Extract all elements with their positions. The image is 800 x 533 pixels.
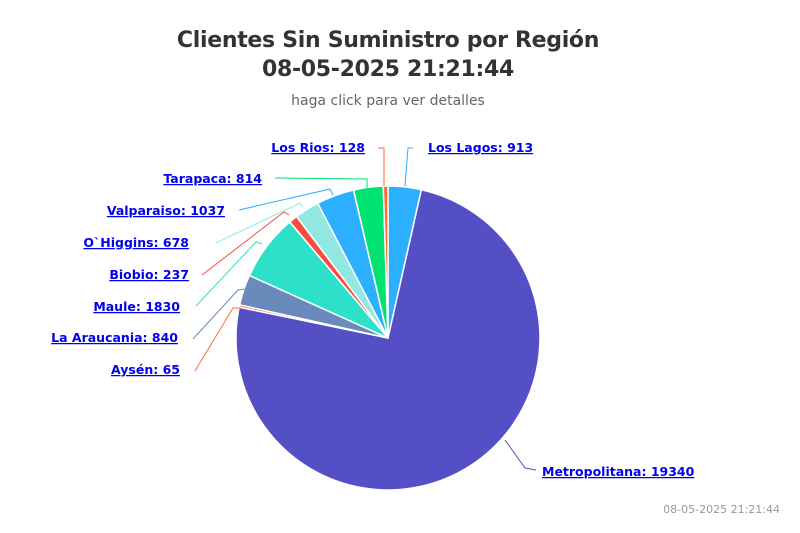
footer-timestamp: 08-05-2025 21:21:44 [663, 503, 780, 516]
pie-slices [235, 185, 541, 491]
connector-line [504, 439, 537, 471]
data-label-link-ays-n[interactable]: Aysén: 65 [111, 362, 180, 377]
connector-line [378, 147, 385, 186]
data-label-link-o-higgins[interactable]: O`Higgins: 678 [83, 235, 189, 250]
chart-title-line1: Clientes Sin Suministro por Región [176, 28, 600, 53]
data-label-link-maule[interactable]: Maule: 1830 [93, 299, 180, 314]
connector-line [194, 307, 240, 372]
pie-slice-metropolitana[interactable] [235, 188, 541, 491]
data-label-link-la-araucania[interactable]: La Araucania: 840 [51, 330, 178, 345]
data-label-link-valparaiso[interactable]: Valparaiso: 1037 [107, 203, 225, 218]
connector-line [195, 241, 263, 307]
connector-line [215, 202, 304, 244]
chart-subtitle: haga click para ver detalles [291, 93, 485, 109]
data-labels: Los Lagos: 913 Metropolitana: 19340 Aysén:… [51, 140, 694, 479]
chart-title-line2: 08-05-2025 21:21:44 [261, 57, 515, 82]
connector-line [238, 188, 334, 211]
data-label-link-metropolitana[interactable]: Metropolitana: 19340 [542, 464, 695, 479]
connector-line [201, 211, 290, 276]
pie-slice-los-rios[interactable] [382, 185, 389, 339]
connector-line [404, 147, 413, 187]
data-label-link-los-rios[interactable]: Los Rios: 128 [271, 140, 365, 155]
data-label-link-biobio[interactable]: Biobio: 237 [109, 267, 189, 282]
data-label-link-los-lagos[interactable]: Los Lagos: 913 [428, 140, 533, 155]
connector-line [274, 177, 368, 189]
chart-title: Clientes Sin Suministro por Región 08-05… [0, 26, 776, 84]
data-label-link-tarapaca[interactable]: Tarapaca: 814 [163, 171, 262, 186]
connector-line [192, 288, 246, 340]
label-connectors [192, 147, 537, 471]
